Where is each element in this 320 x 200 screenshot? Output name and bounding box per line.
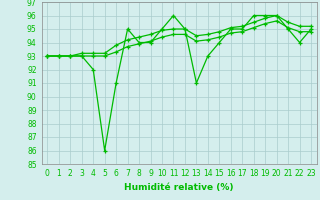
X-axis label: Humidité relative (%): Humidité relative (%) — [124, 183, 234, 192]
